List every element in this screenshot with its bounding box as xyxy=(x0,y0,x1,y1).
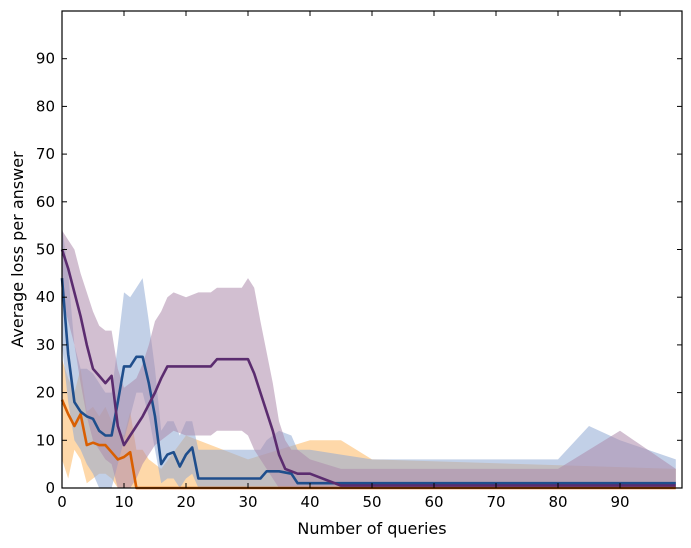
y-tick-label: 20 xyxy=(36,384,55,402)
x-tick-label: 40 xyxy=(300,493,319,511)
y-tick-label: 70 xyxy=(36,145,55,163)
x-tick-label: 50 xyxy=(362,493,381,511)
series-3-band xyxy=(62,230,676,488)
x-axis: 0 10 20 30 40 50 60 70 80 90 xyxy=(57,11,630,511)
y-tick-label: 80 xyxy=(36,97,55,115)
y-tick-label: 0 xyxy=(45,479,55,497)
y-tick-label: 50 xyxy=(36,241,55,259)
x-tick-label: 90 xyxy=(610,493,629,511)
y-tick-label: 10 xyxy=(36,431,55,449)
x-tick-label: 0 xyxy=(57,493,67,511)
y-tick-label: 30 xyxy=(36,336,55,354)
x-tick-label: 10 xyxy=(114,493,133,511)
y-tick-label: 90 xyxy=(36,50,55,68)
y-axis-title: Average loss per answer xyxy=(8,151,27,348)
x-tick-label: 80 xyxy=(548,493,567,511)
x-tick-label: 70 xyxy=(486,493,505,511)
series-2-line xyxy=(60,277,676,485)
x-tick-label: 30 xyxy=(238,493,257,511)
confidence-bands xyxy=(62,225,676,488)
x-tick-label: 20 xyxy=(176,493,195,511)
y-axis: 0 10 20 30 40 50 60 70 80 90 xyxy=(36,50,682,497)
y-tick-label: 60 xyxy=(36,193,55,211)
series-3-line xyxy=(60,249,676,487)
y-tick-label: 40 xyxy=(36,288,55,306)
x-tick-label: 60 xyxy=(424,493,443,511)
x-axis-title: Number of queries xyxy=(297,519,446,538)
